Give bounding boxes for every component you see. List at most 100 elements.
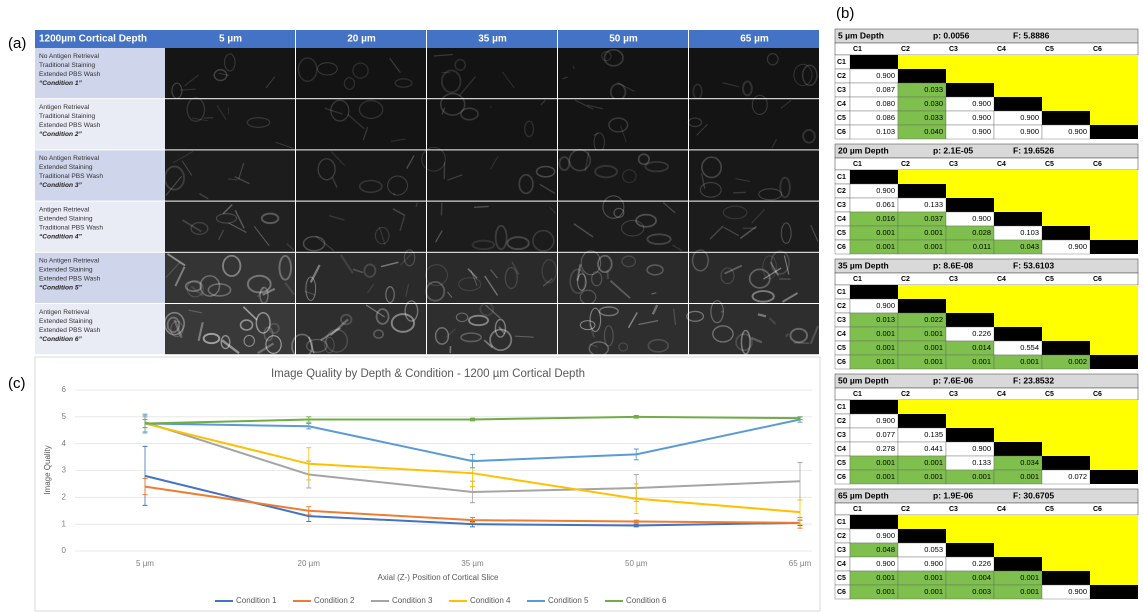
cell-value: 0.001	[876, 472, 895, 481]
micrograph	[689, 48, 819, 99]
cell-value: 0.001	[924, 329, 943, 338]
cell-value: 0.040	[924, 127, 943, 136]
cell-value: 0.001	[876, 573, 895, 582]
row-header: C5	[837, 115, 846, 122]
table-cell	[1042, 456, 1090, 470]
table-cell	[1042, 69, 1090, 83]
table-cell	[1042, 285, 1090, 299]
table-cell	[1090, 226, 1138, 240]
table-cell	[1090, 585, 1138, 599]
cell-value: 0.103	[1020, 228, 1039, 237]
micrograph	[422, 147, 557, 200]
micrograph-bg	[427, 253, 557, 303]
cell-value: 0.001	[1020, 573, 1039, 582]
y-tick-label: 5	[62, 412, 67, 421]
table-cell	[1042, 529, 1090, 543]
table-cell	[1042, 170, 1090, 184]
table-cell	[994, 285, 1042, 299]
micrograph	[296, 150, 426, 200]
table-cell	[1090, 529, 1138, 543]
table-cell	[1090, 400, 1138, 414]
table-cell	[850, 55, 898, 69]
process	[474, 206, 489, 207]
table-cell	[946, 285, 994, 299]
cell-value: 0.001	[1020, 357, 1039, 366]
y-tick-label: 3	[62, 466, 67, 475]
table-cell	[946, 543, 994, 557]
table-cell	[1042, 55, 1090, 69]
column-header: C3	[949, 506, 958, 513]
column-header: C6	[1093, 276, 1102, 283]
x-tick-label: 5 µm	[136, 559, 154, 568]
micrograph	[292, 301, 426, 358]
table-cell	[1090, 571, 1138, 585]
table-depth: 5 µm Depth	[838, 30, 884, 40]
cell-value: 0.900	[972, 214, 991, 223]
cell-value: 0.087	[876, 85, 895, 94]
table-cell	[1090, 83, 1138, 97]
table-cell	[1042, 442, 1090, 456]
cell-value: 0.900	[972, 127, 991, 136]
micrograph	[165, 150, 295, 200]
row-label-text: Antigen Retrieval	[39, 104, 90, 111]
table-cell	[898, 515, 946, 529]
cell-value: 0.001	[1020, 472, 1039, 481]
table-cell	[994, 69, 1042, 83]
cell-value: 0.061	[876, 200, 895, 209]
row-label-text: No Antigen Retrieval	[39, 155, 100, 162]
column-header: C6	[1093, 161, 1102, 168]
cell-value: 0.226	[972, 559, 991, 568]
column-header: C6	[1093, 391, 1102, 398]
cell-value: 0.900	[1068, 242, 1087, 251]
table-cell	[1042, 557, 1090, 571]
table-cell	[1042, 111, 1090, 125]
cell-value: 0.001	[924, 573, 943, 582]
column-header: C5	[1045, 161, 1054, 168]
table-p: p: 0.0056	[933, 30, 970, 40]
cell-value: 0.013	[876, 315, 895, 324]
row-label-text: Extended PBS Wash	[39, 276, 101, 283]
micrograph-bg	[689, 48, 819, 98]
cell-value: 0.077	[876, 430, 895, 439]
micrograph	[296, 250, 426, 303]
cell-value: 0.226	[972, 329, 991, 338]
process	[490, 106, 491, 108]
table-cell	[1090, 184, 1138, 198]
table-cell	[994, 529, 1042, 543]
column-header: C6	[1093, 46, 1102, 53]
cell-value: 0.001	[972, 472, 991, 481]
table-cell	[946, 299, 994, 313]
cell-value: 0.001	[924, 242, 943, 251]
table-cell	[946, 184, 994, 198]
cell-value: 0.103	[876, 127, 895, 136]
micrograph-bg	[165, 48, 295, 98]
table-cell	[1090, 240, 1138, 254]
table-cell	[1042, 226, 1090, 240]
column-header: C4	[997, 276, 1006, 283]
cell-value: 0.001	[876, 343, 895, 352]
table-f: F: 19.6526	[1013, 145, 1054, 155]
header-text: 5 µm	[219, 34, 242, 45]
table-cell	[1090, 543, 1138, 557]
column-header: C6	[1093, 506, 1102, 513]
table-cell	[946, 414, 994, 428]
header-text: 35 µm	[478, 34, 507, 45]
micrograph-bg	[427, 202, 557, 252]
table-cell	[1090, 313, 1138, 327]
cell-value: 0.001	[876, 587, 895, 596]
row-condition: “Condition 1”	[39, 80, 83, 87]
table-cell	[994, 543, 1042, 557]
table-cell	[898, 170, 946, 184]
cell-value: 0.001	[876, 242, 895, 251]
micrograph	[558, 48, 688, 100]
cell-value: 0.900	[1068, 587, 1087, 596]
table-cell	[946, 198, 994, 212]
micrograph	[687, 301, 819, 355]
column-header: C4	[997, 161, 1006, 168]
row-condition: “Condition 6”	[39, 336, 83, 343]
table-cell	[1042, 400, 1090, 414]
header-text: 65 µm	[740, 34, 769, 45]
micrograph	[558, 150, 688, 201]
table-cell	[994, 557, 1042, 571]
table-cell	[1042, 83, 1090, 97]
